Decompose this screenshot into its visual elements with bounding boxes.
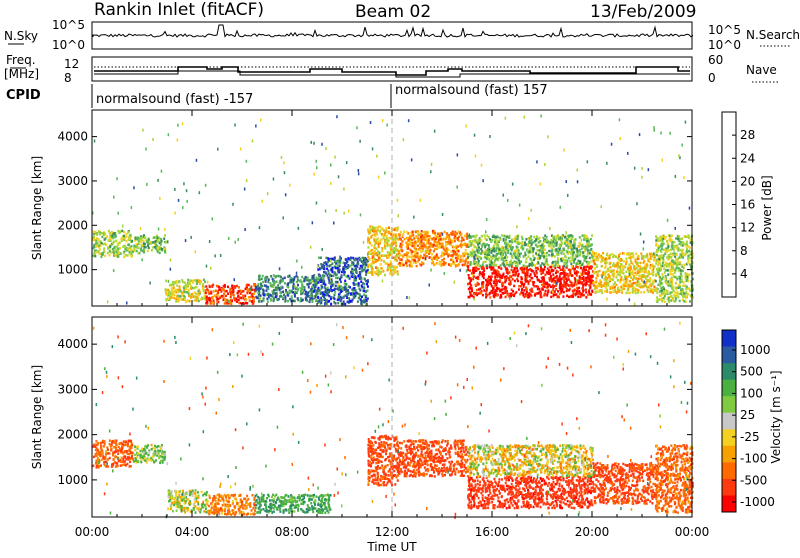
power-cbar-tick-1: 8 bbox=[740, 244, 748, 258]
velocity-cbar-cell-1 bbox=[722, 347, 736, 364]
velocity-cbar-tick-4: -25 bbox=[740, 430, 760, 444]
x-tick-label-1: 04:00 bbox=[175, 525, 210, 539]
nsky-panel: N.Sky 10^5 10^0 10^5 10^0 N.Search bbox=[4, 18, 800, 52]
x-tick-label-2: 08:00 bbox=[275, 525, 310, 539]
region-0 bbox=[92, 230, 133, 258]
velocity-cbar-label: Velocity [m s⁻¹] bbox=[769, 370, 783, 463]
velocity-cbar-cell-8 bbox=[722, 462, 736, 479]
cpid-segment-1: normalsound (fast) -157 bbox=[96, 92, 253, 107]
velocity-cbar-tick-3: 25 bbox=[740, 408, 755, 422]
region-11 bbox=[655, 234, 694, 303]
region-5 bbox=[367, 435, 399, 487]
x-tick-label-5: 20:00 bbox=[575, 525, 610, 539]
velocity-cbar-cell-7 bbox=[722, 446, 736, 463]
power-cbar-tick-2: 12 bbox=[740, 221, 755, 235]
region-9 bbox=[467, 234, 594, 268]
power-cbar-label: Power [dB] bbox=[760, 175, 774, 240]
power-ylabel: Slant Range [km] bbox=[30, 156, 44, 260]
power-cbar-tick-5: 24 bbox=[740, 151, 755, 165]
velocity-cbar-tick-2: 100 bbox=[740, 386, 763, 400]
region-4 bbox=[255, 494, 332, 515]
region-2 bbox=[165, 279, 207, 304]
cpid-segment-2: normalsound (fast) 157 bbox=[395, 83, 548, 98]
region-9 bbox=[592, 462, 656, 505]
y-tick-label-3: 4000 bbox=[57, 337, 88, 351]
region-8 bbox=[467, 444, 594, 478]
nsky-tick-top: 10^5 bbox=[52, 18, 85, 32]
x-tick-label-6: 00:00 bbox=[675, 525, 710, 539]
y-tick-label-1: 2000 bbox=[57, 218, 88, 232]
velocity-cbar-cell-3 bbox=[722, 380, 736, 397]
y-tick-label-0: 1000 bbox=[57, 473, 88, 487]
region-10 bbox=[655, 444, 694, 514]
power-cbar-tick-6: 28 bbox=[740, 128, 755, 142]
nsearch-label: N.Search bbox=[746, 28, 800, 42]
nsky-label: N.Sky bbox=[4, 29, 38, 43]
velocity-ylabel: Slant Range [km] bbox=[30, 365, 44, 469]
nsky-tick-bottom: 10^0 bbox=[52, 38, 85, 52]
region-10 bbox=[592, 252, 656, 294]
power-cbar-tick-4: 20 bbox=[740, 174, 755, 188]
freq-panel: Freq. [MHz] 12 8 60 0 Nave bbox=[4, 53, 778, 85]
y-tick-label-2: 3000 bbox=[57, 382, 88, 396]
power-cbar-tick-3: 16 bbox=[740, 198, 755, 212]
x-axis-label: Time UT bbox=[366, 540, 417, 554]
velocity-cbar-tick-0: 1000 bbox=[740, 343, 771, 357]
freq-unit-label: [MHz] bbox=[4, 67, 39, 81]
freq-tick-top: 12 bbox=[64, 57, 79, 71]
power-data-layer bbox=[92, 110, 694, 306]
velocity-cbar-tick-7: -1000 bbox=[740, 495, 775, 509]
sparse-echoes bbox=[92, 115, 690, 306]
velocity-cbar-tick-1: 500 bbox=[740, 365, 763, 379]
beam-title: Beam 02 bbox=[355, 2, 431, 22]
nave-label: Nave bbox=[746, 63, 777, 77]
y-tick-label-2: 3000 bbox=[57, 174, 88, 188]
velocity-panel: 1000 2000 3000 4000 Slant Range [km] 1000 50… bbox=[30, 317, 783, 519]
nsearch-tick-top: 10^5 bbox=[708, 23, 741, 37]
nsky-trace bbox=[93, 25, 693, 37]
region-7 bbox=[467, 475, 594, 509]
region-1 bbox=[133, 444, 166, 464]
freq-tick-bottom: 8 bbox=[64, 71, 72, 85]
nsearch-tick-bottom: 10^0 bbox=[708, 38, 741, 52]
velocity-cbar-tick-6: -500 bbox=[740, 473, 767, 487]
x-tick-label-3: 12:00 bbox=[375, 525, 410, 539]
cpid-label: CPID bbox=[6, 88, 41, 103]
velocity-cbar-cell-10 bbox=[722, 496, 736, 513]
region-3 bbox=[205, 283, 257, 305]
power-panel: 1000 2000 3000 4000 Slant Range [km] 4 8 12 16… bbox=[30, 110, 774, 306]
power-colorbar: 4 8 12 16 20 24 28 bbox=[722, 112, 755, 297]
nave-tick-bottom: 0 bbox=[708, 71, 716, 85]
region-7 bbox=[398, 230, 470, 268]
y-tick-label-1: 2000 bbox=[57, 428, 88, 442]
velocity-cbar-cell-6 bbox=[722, 429, 736, 446]
x-tick-label-0: 00:00 bbox=[75, 525, 110, 539]
x-tick-label-4: 16:00 bbox=[475, 525, 510, 539]
cpid-panel: CPID normalsound (fast) -157 normalsound… bbox=[6, 83, 548, 108]
velocity-cbar-cell-9 bbox=[722, 479, 736, 496]
y-tick-label-0: 1000 bbox=[57, 263, 88, 277]
velocity-colorbar: 1000 500 100 25 -25 -100 -500 -1000 bbox=[722, 330, 775, 513]
velocity-cbar-cell-4 bbox=[722, 396, 736, 413]
region-0 bbox=[92, 439, 134, 468]
power-cbar-tick-0: 4 bbox=[740, 267, 748, 281]
station-title: Rankin Inlet (fitACF) bbox=[94, 0, 264, 20]
region-8 bbox=[467, 265, 594, 299]
nave-tick-top: 60 bbox=[708, 53, 723, 67]
region-5 bbox=[317, 256, 369, 305]
freq-label: Freq. bbox=[6, 53, 36, 67]
region-3 bbox=[207, 494, 256, 517]
velocity-data-layer bbox=[92, 317, 694, 519]
date-title: 13/Feb/2009 bbox=[590, 2, 696, 22]
y-tick-label-3: 4000 bbox=[57, 130, 88, 144]
velocity-cbar-tick-5: -100 bbox=[740, 452, 767, 466]
velocity-cbar-cell-0 bbox=[722, 330, 736, 347]
